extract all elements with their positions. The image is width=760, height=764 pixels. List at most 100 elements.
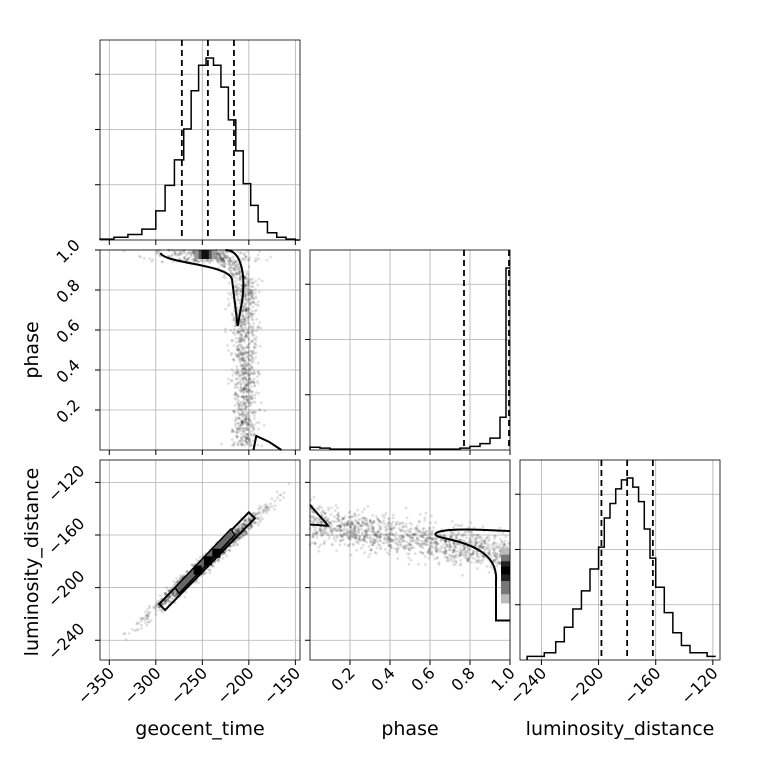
scatter-point [243, 402, 247, 406]
scatter-point [246, 379, 250, 383]
scatter-point [415, 542, 419, 545]
scatter-point [202, 258, 206, 262]
scatter-point [357, 513, 361, 517]
scatter-point [245, 382, 249, 386]
scatter-point [243, 275, 247, 279]
scatter-point [156, 599, 160, 603]
scatter-point [245, 280, 249, 284]
scatter-point [237, 330, 240, 334]
scatter-point [211, 259, 215, 263]
scatter-point [240, 404, 244, 407]
scatter-point [245, 390, 249, 394]
scatter-point [238, 378, 242, 381]
scatter-point [164, 592, 168, 596]
scatter-point [235, 377, 239, 381]
scatter-point [234, 285, 238, 288]
scatter-point [255, 391, 258, 395]
scatter-point [238, 351, 241, 355]
scatter-point [233, 263, 237, 267]
scatter-point [420, 545, 424, 549]
scatter-point [240, 338, 244, 342]
scatter-point [378, 544, 382, 547]
scatter-point [383, 522, 386, 526]
scatter-point [241, 420, 245, 424]
scatter-point [221, 556, 225, 560]
scatter-point [233, 397, 237, 400]
scatter-point [244, 307, 248, 311]
scatter-point [237, 403, 241, 407]
scatter-point [239, 395, 243, 399]
scatter-point [257, 511, 261, 514]
scatter-point [144, 610, 147, 614]
scatter-point [237, 299, 240, 302]
scatter-point [489, 554, 493, 557]
scatter-point [243, 376, 246, 380]
scatter-point [171, 253, 174, 257]
scatter-point [237, 357, 241, 361]
scatter-point [241, 308, 245, 312]
scatter-point [237, 529, 241, 533]
scatter-point [278, 493, 282, 497]
scatter-point [346, 536, 350, 540]
scatter-point [353, 512, 357, 516]
scatter-point [239, 350, 243, 354]
scatter-point [269, 255, 272, 259]
scatter-point [247, 336, 250, 340]
scatter-point [237, 439, 241, 443]
scatter-point [246, 437, 249, 440]
scatter-point [237, 347, 241, 351]
scatter-point [244, 519, 248, 523]
scatter-point [230, 351, 234, 355]
scatter-point [231, 373, 235, 377]
scatter-point [244, 530, 248, 533]
scatter-point [248, 256, 252, 260]
scatter-point [244, 359, 248, 363]
scatter-point [149, 619, 153, 622]
scatter-point [461, 573, 464, 577]
lumdist-xtick-label-0: −240 [506, 663, 551, 708]
scatter-point [231, 268, 235, 272]
scatter-point [247, 438, 251, 442]
scatter-point [222, 259, 226, 263]
scatter-point [368, 552, 372, 556]
scatter-point [207, 568, 211, 572]
scatter-point [232, 409, 235, 413]
scatter-point [328, 527, 332, 530]
scatter-point [245, 383, 249, 387]
scatter-point [424, 563, 427, 566]
scatter-point [239, 326, 243, 329]
scatter-point [228, 264, 232, 267]
scatter-point [353, 530, 357, 534]
scatter-point [186, 258, 190, 261]
scatter-point [354, 527, 357, 530]
scatter-point [167, 599, 171, 603]
scatter-point [464, 536, 468, 540]
scatter-point [133, 629, 137, 632]
scatter-point [248, 444, 252, 447]
scatter-point [240, 364, 244, 368]
scatter-point [219, 260, 223, 264]
scatter-point [238, 349, 242, 353]
scatter-point [122, 632, 126, 636]
scatter-point [363, 507, 366, 511]
scatter-point [363, 537, 366, 541]
scatter-point [259, 520, 262, 524]
scatter-point [242, 522, 245, 526]
scatter-point [327, 537, 331, 540]
scatter-point [227, 304, 231, 308]
scatter-point [244, 309, 248, 313]
scatter-point [423, 518, 426, 522]
scatter-point [151, 258, 155, 261]
scatter-point [232, 274, 236, 278]
scatter-point [243, 337, 247, 341]
lumdist-xtick-label-3: −120 [677, 663, 722, 708]
scatter-point [232, 543, 236, 547]
scatter-point [239, 361, 242, 364]
scatter-point [250, 526, 253, 530]
scatter-point [247, 322, 251, 325]
scatter-point [226, 255, 230, 258]
scatter-point [161, 601, 165, 605]
scatter-point [242, 320, 245, 324]
scatter-point [240, 432, 243, 436]
